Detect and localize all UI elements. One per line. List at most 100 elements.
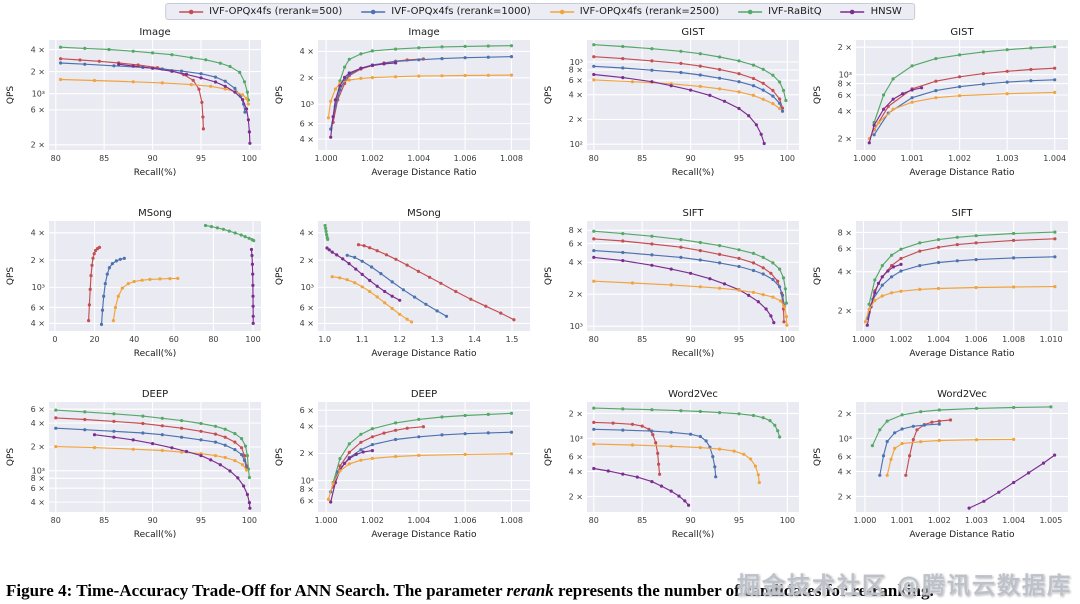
chart-title: Image <box>139 27 170 38</box>
chart-sift-recall: 80 85 90 95 100 8 × 6 × 4 × 2 × 10³ SIFT Recall(%) Q… <box>540 205 809 386</box>
charts-grid: 80 85 90 95 100 4 × 2 × 10³ 6 × 2 × Image Recall(%)… <box>2 24 1078 567</box>
y-axis-label: QPS <box>813 86 823 105</box>
chart-image-recall: 80 85 90 95 100 4 × 2 × 10³ 6 × 2 × Image Recall(%)… <box>2 24 271 205</box>
caption-emphasis-rerank: rerank <box>506 581 554 600</box>
y-tick-label: 4 × <box>569 90 583 99</box>
y-tick-label: 4 × <box>838 467 852 476</box>
x-axis-label: Average Distance Ratio <box>371 168 477 178</box>
y-tick-label: 10³ <box>301 100 314 109</box>
x-tick-label: 80 <box>589 516 599 525</box>
x-tick-label: 1.002 <box>361 516 384 525</box>
x-tick-label: 1.000 <box>852 335 875 344</box>
chart-word2vec-adr: 1.000 1.001 1.002 1.003 1.004 1.005 2 × 10³ 6 × 4… <box>809 386 1078 567</box>
y-tick-label: 10³ <box>570 322 583 331</box>
x-tick-label: 1.004 <box>407 154 430 163</box>
y-tick-label: 2 × <box>838 409 852 418</box>
chart-title: DEEP <box>142 389 168 400</box>
legend-line-icon <box>179 9 204 14</box>
chart-title: SIFT <box>952 208 974 219</box>
x-tick-label: 1.000 <box>853 516 876 525</box>
series-r500 <box>331 425 425 489</box>
x-axis-label: Recall(%) <box>134 349 176 359</box>
x-tick-label: 85 <box>637 516 647 525</box>
plot-msong-adr: 1.0 1.1 1.2 1.3 1.4 1.5 4 × 2 × 10³ 6 × 4 × MSong Av… <box>275 208 530 359</box>
y-tick-label: 2 × <box>31 141 45 150</box>
series-r2500 <box>592 279 789 327</box>
x-tick-label: 95 <box>196 154 206 163</box>
y-tick-label: 10³ <box>839 434 852 443</box>
x-tick-label: 100 <box>245 335 260 344</box>
y-axis-label: QPS <box>544 86 554 105</box>
series-hnsw <box>117 62 252 145</box>
series-hnsw <box>92 433 252 510</box>
x-tick-label: 1.000 <box>315 516 338 525</box>
x-axis-label: Recall(%) <box>672 168 714 178</box>
series-r1000 <box>345 253 449 318</box>
x-tick-label: 1.001 <box>901 154 924 163</box>
x-tick-label: 1.006 <box>965 335 988 344</box>
x-tick-label: 1.004 <box>927 335 950 344</box>
y-axis-label: QPS <box>275 267 285 286</box>
chart-title: SIFT <box>683 208 705 219</box>
y-tick-label: 6 × <box>31 303 45 312</box>
y-tick-label: 6 × <box>300 119 314 128</box>
series-rabitq <box>592 406 782 439</box>
y-tick-label: 6 × <box>569 453 583 462</box>
gridlines <box>587 40 799 150</box>
series-rabitq <box>870 405 1053 448</box>
x-tick-label: 85 <box>99 154 109 163</box>
y-tick-label: 8 × <box>569 66 583 75</box>
chart-title: GIST <box>681 27 705 38</box>
y-tick-label: 6 × <box>838 91 852 100</box>
y-tick-label: 2 × <box>31 443 45 452</box>
y-tick-label: 10³ <box>570 434 583 443</box>
plot-area <box>587 221 799 331</box>
series-r500 <box>872 66 1057 132</box>
y-axis-label: QPS <box>544 267 554 286</box>
x-tick-label: 80 <box>208 335 218 344</box>
x-tick-label: 40 <box>129 335 139 344</box>
series-r2500 <box>111 276 180 323</box>
caption-prefix: Figure 4: Time-Accuracy Trade-Off for AN… <box>6 581 507 600</box>
plot-area <box>49 402 261 512</box>
y-tick-label: 2 × <box>300 256 314 265</box>
x-tick-label: 90 <box>147 154 157 163</box>
figure-caption: Figure 4: Time-Accuracy Trade-Off for AN… <box>6 581 1074 601</box>
series-r2500 <box>326 452 514 501</box>
legend-item-r500: IVF-OPQx4fs (rerank=500) <box>178 6 342 17</box>
legend-line-icon <box>738 9 763 14</box>
chart-image-adr: 1.000 1.002 1.004 1.006 1.008 4 × 2 × 10³ 6 × 4 ×… <box>271 24 540 205</box>
legend-item-hnsw: HNSW <box>840 6 902 17</box>
x-tick-label: 80 <box>589 154 599 163</box>
y-axis-label: QPS <box>6 267 16 286</box>
series-rabitq <box>203 223 256 243</box>
series-r500 <box>87 245 102 323</box>
chart-title: GIST <box>950 27 974 38</box>
x-tick-label: 90 <box>147 516 157 525</box>
x-tick-label: 1.008 <box>500 516 523 525</box>
chart-gist-recall: 80 85 90 95 100 10³ 8 × 6 × 4 × 2 × 10² GIST Recall(… <box>540 24 809 205</box>
series-r1000 <box>592 249 787 308</box>
legend-item-rabitq: IVF-RaBitQ <box>737 6 822 17</box>
series-r2500 <box>59 77 250 106</box>
x-tick-label: 1.008 <box>500 154 523 163</box>
y-tick-label: 8 × <box>300 485 314 494</box>
gridlines <box>856 40 1068 150</box>
series-rabitq <box>872 45 1057 125</box>
y-tick-label: 6 × <box>300 406 314 415</box>
series-r500 <box>54 416 249 468</box>
y-tick-label: 2 × <box>569 290 583 299</box>
y-tick-label: 2 × <box>569 409 583 418</box>
gridlines <box>318 402 530 512</box>
y-axis-label: QPS <box>6 448 16 467</box>
chart-word2vec-recall: 80 85 90 95 100 2 × 10³ 6 × 4 × 2 × Word2Vec Recall… <box>540 386 809 567</box>
y-tick-label: 6 × <box>31 106 45 115</box>
plot-area <box>49 221 261 331</box>
gridlines <box>318 40 530 150</box>
series-hnsw <box>867 86 924 145</box>
x-tick-label: 1.005 <box>1039 516 1062 525</box>
series-r1000 <box>865 255 1057 320</box>
x-tick-label: 100 <box>780 335 795 344</box>
series-hnsw <box>249 247 255 325</box>
